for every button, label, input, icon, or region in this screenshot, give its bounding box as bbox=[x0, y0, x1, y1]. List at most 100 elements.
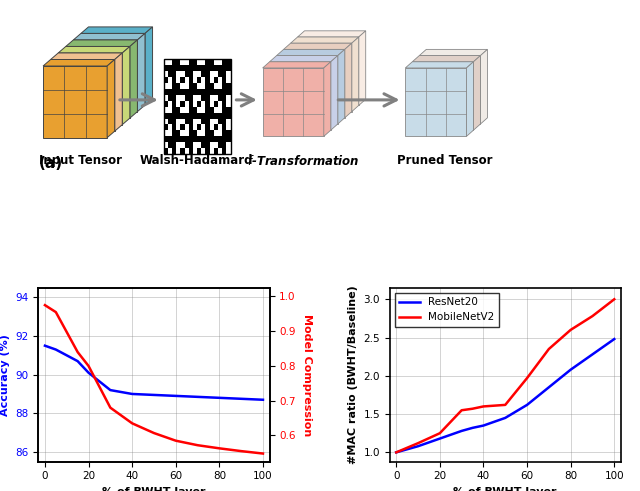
MobileNetV2 bbox=[524, 375, 531, 381]
ResNet20 bbox=[392, 449, 400, 455]
Bar bbox=[184, 136, 189, 142]
ResNet20 bbox=[524, 402, 531, 408]
Polygon shape bbox=[331, 55, 338, 130]
Bar bbox=[227, 130, 230, 136]
Bar bbox=[184, 95, 189, 101]
Bar bbox=[205, 124, 210, 130]
Bar bbox=[202, 89, 205, 95]
Bar bbox=[180, 107, 184, 112]
Bar bbox=[189, 107, 193, 112]
Bar bbox=[205, 148, 210, 154]
Bar bbox=[168, 112, 172, 118]
Polygon shape bbox=[130, 40, 138, 118]
Bar bbox=[189, 142, 193, 148]
Bar bbox=[218, 83, 222, 89]
Polygon shape bbox=[467, 62, 474, 136]
Bar bbox=[172, 65, 176, 71]
Bar bbox=[210, 130, 214, 136]
Bar bbox=[214, 112, 218, 118]
Bar bbox=[218, 136, 222, 142]
Bar bbox=[227, 148, 230, 154]
ResNet20 bbox=[545, 384, 553, 390]
Bar bbox=[180, 112, 184, 118]
Bar bbox=[218, 59, 222, 65]
Bar bbox=[189, 59, 193, 65]
Polygon shape bbox=[107, 59, 115, 137]
MobileNetV2 bbox=[567, 327, 575, 333]
Polygon shape bbox=[276, 50, 345, 55]
Bar bbox=[180, 142, 184, 148]
MobileNetV2 bbox=[468, 406, 476, 411]
Bar bbox=[184, 83, 189, 89]
Bar bbox=[222, 71, 227, 77]
Polygon shape bbox=[324, 62, 331, 136]
Text: $f$-Transformation: $f$-Transformation bbox=[247, 154, 360, 168]
MobileNetV2 bbox=[611, 296, 618, 302]
Bar bbox=[214, 136, 218, 142]
Line: ResNet20: ResNet20 bbox=[396, 339, 614, 452]
Polygon shape bbox=[51, 53, 122, 59]
Polygon shape bbox=[74, 33, 145, 40]
Bar bbox=[218, 89, 222, 95]
Polygon shape bbox=[474, 55, 481, 130]
Bar bbox=[193, 101, 197, 107]
Bar bbox=[205, 77, 210, 83]
Polygon shape bbox=[262, 62, 331, 68]
Bar bbox=[176, 83, 180, 89]
Polygon shape bbox=[412, 62, 474, 130]
Y-axis label: Model Compression: Model Compression bbox=[302, 314, 312, 436]
Bar bbox=[164, 107, 168, 112]
MobileNetV2 bbox=[545, 346, 553, 352]
Bar bbox=[210, 118, 214, 124]
Polygon shape bbox=[481, 50, 488, 124]
Bar bbox=[172, 130, 176, 136]
Bar bbox=[164, 112, 168, 118]
Bar bbox=[202, 59, 205, 65]
Bar bbox=[184, 130, 189, 136]
Bar bbox=[176, 142, 180, 148]
Bar bbox=[193, 83, 197, 89]
Polygon shape bbox=[419, 55, 481, 124]
Polygon shape bbox=[405, 68, 467, 136]
Bar bbox=[210, 65, 214, 71]
MobileNetV2 bbox=[436, 430, 444, 436]
ResNet20 bbox=[479, 423, 487, 429]
Bar bbox=[189, 130, 193, 136]
Bar bbox=[218, 130, 222, 136]
Bar bbox=[227, 124, 230, 130]
Bar bbox=[184, 118, 189, 124]
Bar bbox=[222, 142, 227, 148]
Bar bbox=[193, 148, 197, 154]
MobileNetV2 bbox=[589, 313, 596, 319]
Bar bbox=[168, 148, 172, 154]
Bar bbox=[193, 59, 197, 65]
Bar bbox=[168, 136, 172, 142]
Bar bbox=[193, 107, 197, 112]
Bar bbox=[164, 89, 168, 95]
Polygon shape bbox=[43, 66, 107, 137]
MobileNetV2 bbox=[501, 402, 509, 408]
Bar bbox=[180, 95, 184, 101]
Bar bbox=[210, 83, 214, 89]
Polygon shape bbox=[338, 50, 345, 124]
Bar bbox=[202, 65, 205, 71]
Bar bbox=[193, 136, 197, 142]
Bar bbox=[176, 77, 180, 83]
Bar bbox=[184, 107, 189, 112]
Bar bbox=[193, 112, 197, 118]
Bar bbox=[197, 65, 202, 71]
Bar bbox=[210, 95, 214, 101]
Bar bbox=[197, 148, 202, 154]
Bar bbox=[180, 136, 184, 142]
Polygon shape bbox=[58, 53, 122, 125]
Bar bbox=[176, 148, 180, 154]
Bar bbox=[176, 112, 180, 118]
Bar bbox=[180, 83, 184, 89]
Bar bbox=[193, 124, 197, 130]
Bar bbox=[189, 124, 193, 130]
Bar bbox=[202, 107, 205, 112]
Polygon shape bbox=[262, 68, 324, 136]
Legend: ResNet20, MobileNetV2: ResNet20, MobileNetV2 bbox=[395, 293, 499, 327]
Bar bbox=[214, 65, 218, 71]
Bar bbox=[218, 101, 222, 107]
